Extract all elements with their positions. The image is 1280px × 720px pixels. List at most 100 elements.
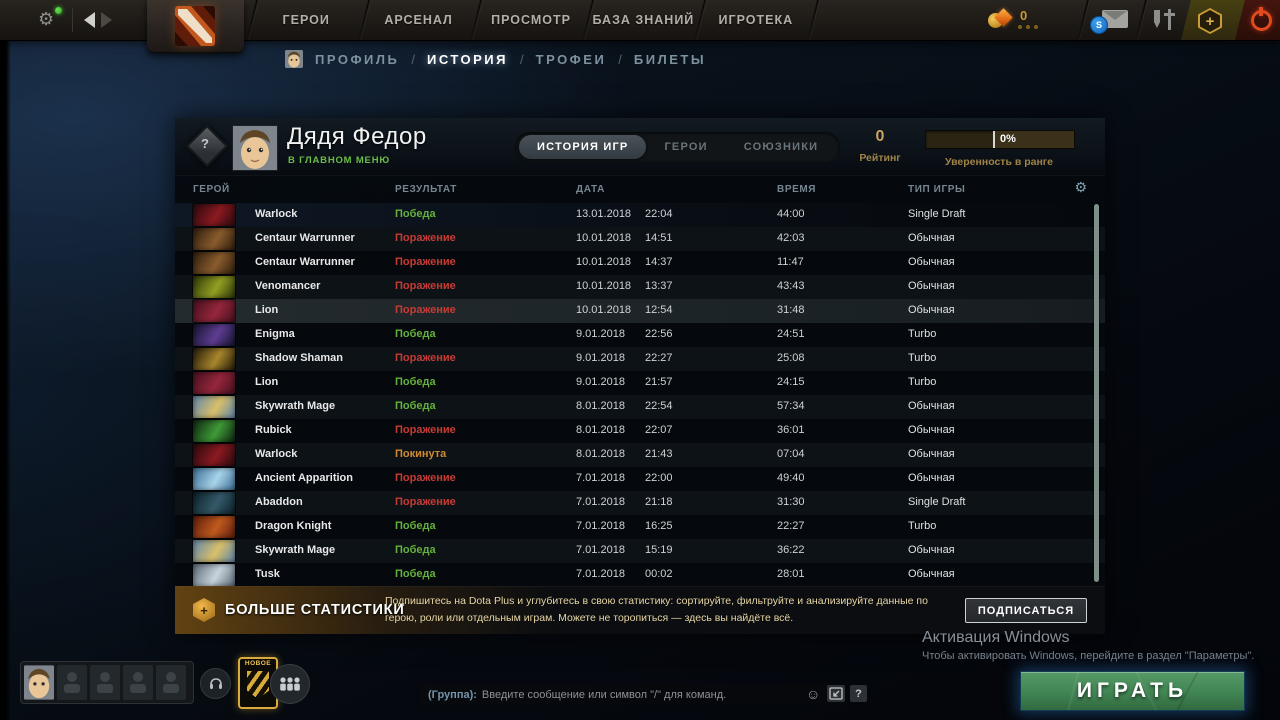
breadcrumb-item[interactable]: ТРОФЕИ bbox=[535, 51, 607, 67]
envelope-icon bbox=[1102, 10, 1128, 28]
voice-chat-button[interactable] bbox=[200, 668, 231, 699]
windows-activation-subtitle: Чтобы активировать Windows, перейдите в … bbox=[922, 650, 1255, 662]
match-mode: Обычная bbox=[908, 424, 955, 436]
chat-popout-icon[interactable] bbox=[827, 685, 845, 702]
match-date: 7.01.2018 bbox=[576, 568, 625, 580]
match-start-time: 14:37 bbox=[645, 256, 673, 268]
match-row[interactable]: Lion Победа 9.01.2018 21:57 24:15 Turbo bbox=[175, 371, 1105, 395]
match-row[interactable]: Rubick Поражение 8.01.2018 22:07 36:01 О… bbox=[175, 419, 1105, 443]
match-row[interactable]: Enigma Победа 9.01.2018 22:56 24:51 Turb… bbox=[175, 323, 1105, 347]
party-slot-empty[interactable] bbox=[90, 665, 120, 700]
dota-logo-plaque[interactable] bbox=[147, 0, 244, 53]
breadcrumb-item[interactable]: ПРОФИЛЬ bbox=[315, 51, 400, 67]
breadcrumb: ПРОФИЛЬ / ИСТОРИЯ / ТРОФЕИ / БИЛЕТЫ bbox=[285, 49, 706, 69]
match-start-time: 22:07 bbox=[645, 424, 673, 436]
shards-counter[interactable]: 0 bbox=[988, 6, 1078, 36]
banner-glow bbox=[175, 586, 555, 634]
hero-name: Shadow Shaman bbox=[255, 352, 344, 364]
tab-inactive[interactable]: ГЕРОИ bbox=[664, 141, 708, 153]
hero-portrait bbox=[193, 204, 235, 226]
power-button[interactable] bbox=[1251, 7, 1272, 31]
match-row[interactable]: Warlock Покинута 8.01.2018 21:43 07:04 О… bbox=[175, 443, 1105, 467]
player-name: Дядя Федор bbox=[287, 123, 427, 150]
match-result: Поражение bbox=[395, 424, 456, 436]
match-row[interactable]: Ancient Apparition Поражение 7.01.2018 2… bbox=[175, 467, 1105, 491]
match-start-time: 22:27 bbox=[645, 352, 673, 364]
match-row[interactable]: Skywrath Mage Победа 7.01.2018 15:19 36:… bbox=[175, 539, 1105, 563]
party-slot-empty[interactable] bbox=[123, 665, 153, 700]
new-badge: НОВОЕ bbox=[244, 660, 272, 667]
match-row[interactable]: Shadow Shaman Поражение 9.01.2018 22:27 … bbox=[175, 347, 1105, 371]
match-row[interactable]: Warlock Победа 13.01.2018 22:04 44:00 Si… bbox=[175, 203, 1105, 227]
party-slot-empty[interactable] bbox=[57, 665, 87, 700]
match-duration: 57:34 bbox=[777, 400, 805, 412]
match-row[interactable]: Skywrath Mage Победа 8.01.2018 22:54 57:… bbox=[175, 395, 1105, 419]
back-arrow-icon[interactable] bbox=[84, 12, 95, 28]
match-duration: 43:43 bbox=[777, 280, 805, 292]
column-mode: ТИП ИГРЫ bbox=[908, 184, 966, 195]
hero-name: Warlock bbox=[255, 448, 298, 460]
divider bbox=[72, 8, 73, 32]
column-result: РЕЗУЛЬТАТ bbox=[395, 184, 457, 195]
match-history-panel: ? Дядя Федор В ГЛАВНОМ МЕНЮ ИСТОРИЯ ИГР Г… bbox=[175, 118, 1105, 634]
match-row[interactable]: Tusk Победа 7.01.2018 00:02 28:01 Обычна… bbox=[175, 563, 1105, 587]
chat-placeholder: Введите сообщение или символ "/" для ком… bbox=[481, 688, 727, 701]
match-duration: 28:01 bbox=[777, 568, 805, 580]
match-row[interactable]: Centaur Warrunner Поражение 10.01.2018 1… bbox=[175, 227, 1105, 251]
plus-icon: + bbox=[1200, 10, 1220, 32]
match-start-time: 22:54 bbox=[645, 400, 673, 412]
match-result: Поражение bbox=[395, 232, 456, 244]
nav-item[interactable]: ИГРОТЕКА bbox=[718, 13, 794, 27]
tab-inactive[interactable]: СОЮЗНИКИ bbox=[743, 141, 819, 153]
table-scrollbar[interactable] bbox=[1094, 204, 1099, 582]
match-date: 10.01.2018 bbox=[576, 280, 632, 292]
party-slots bbox=[20, 661, 194, 704]
match-result: Победа bbox=[395, 208, 436, 220]
hero-name: Abaddon bbox=[255, 496, 303, 508]
match-row[interactable]: Lion Поражение 10.01.2018 12:54 31:48 Об… bbox=[175, 299, 1105, 323]
nav-item[interactable]: ПРОСМОТР bbox=[491, 13, 571, 27]
match-start-time: 21:43 bbox=[645, 448, 673, 460]
windows-activation-title: Активация Windows bbox=[922, 629, 1070, 646]
hero-portrait bbox=[193, 540, 235, 562]
match-row[interactable]: Abaddon Поражение 7.01.2018 21:18 31:30 … bbox=[175, 491, 1105, 515]
breadcrumb-item[interactable]: БИЛЕТЫ bbox=[633, 51, 707, 67]
table-settings-gear-icon[interactable]: ⚙ bbox=[1074, 179, 1087, 195]
match-row[interactable]: Venomancer Поражение 10.01.2018 13:37 43… bbox=[175, 275, 1105, 299]
armory-button[interactable] bbox=[1148, 8, 1182, 32]
find-party-button[interactable] bbox=[270, 664, 310, 704]
breadcrumb-item[interactable]: ИСТОРИЯ bbox=[427, 51, 508, 67]
forward-arrow-icon[interactable] bbox=[101, 12, 112, 28]
rank-unknown-glyph: ? bbox=[201, 136, 209, 151]
match-row[interactable]: Centaur Warrunner Поражение 10.01.2018 1… bbox=[175, 251, 1105, 275]
hero-name: Ancient Apparition bbox=[255, 472, 353, 484]
match-row[interactable]: Dragon Knight Победа 7.01.2018 16:25 22:… bbox=[175, 515, 1105, 539]
match-mode: Обычная bbox=[908, 472, 955, 484]
match-mode: Обычная bbox=[908, 448, 955, 460]
match-duration: 31:48 bbox=[777, 304, 805, 316]
tab-active[interactable]: ИСТОРИЯ ИГР bbox=[519, 135, 647, 159]
match-date: 7.01.2018 bbox=[576, 544, 625, 556]
match-mode: Single Draft bbox=[908, 208, 966, 220]
match-result: Покинута bbox=[395, 448, 447, 460]
mail-button[interactable]: S bbox=[1090, 8, 1134, 34]
battle-pass-icon bbox=[247, 671, 269, 699]
match-result: Победа bbox=[395, 520, 436, 532]
match-mode: Обычная bbox=[908, 544, 955, 556]
chat-input[interactable]: (Группа): Введите сообщение или символ "… bbox=[420, 684, 832, 705]
rating-value: 0 bbox=[875, 128, 885, 145]
play-button[interactable]: ИГРАТЬ bbox=[1020, 671, 1245, 711]
emoticon-icon[interactable]: ☺ bbox=[806, 686, 821, 702]
help-button[interactable]: ? bbox=[850, 685, 867, 702]
nav-item[interactable]: ГЕРОИ bbox=[282, 13, 330, 27]
nav-item[interactable]: БАЗА ЗНАНИЙ bbox=[592, 13, 695, 27]
match-result: Победа bbox=[395, 376, 436, 388]
settings-gear-icon[interactable]: ⚙ bbox=[38, 9, 55, 29]
party-slot-self[interactable] bbox=[24, 665, 54, 700]
hero-portrait bbox=[193, 444, 235, 466]
subscribe-button[interactable]: ПОДПИСАТЬСЯ bbox=[965, 598, 1087, 623]
match-date: 9.01.2018 bbox=[576, 376, 625, 388]
player-avatar[interactable] bbox=[232, 125, 278, 171]
party-slot-empty[interactable] bbox=[156, 665, 186, 700]
nav-item[interactable]: АРСЕНАЛ bbox=[384, 13, 453, 27]
